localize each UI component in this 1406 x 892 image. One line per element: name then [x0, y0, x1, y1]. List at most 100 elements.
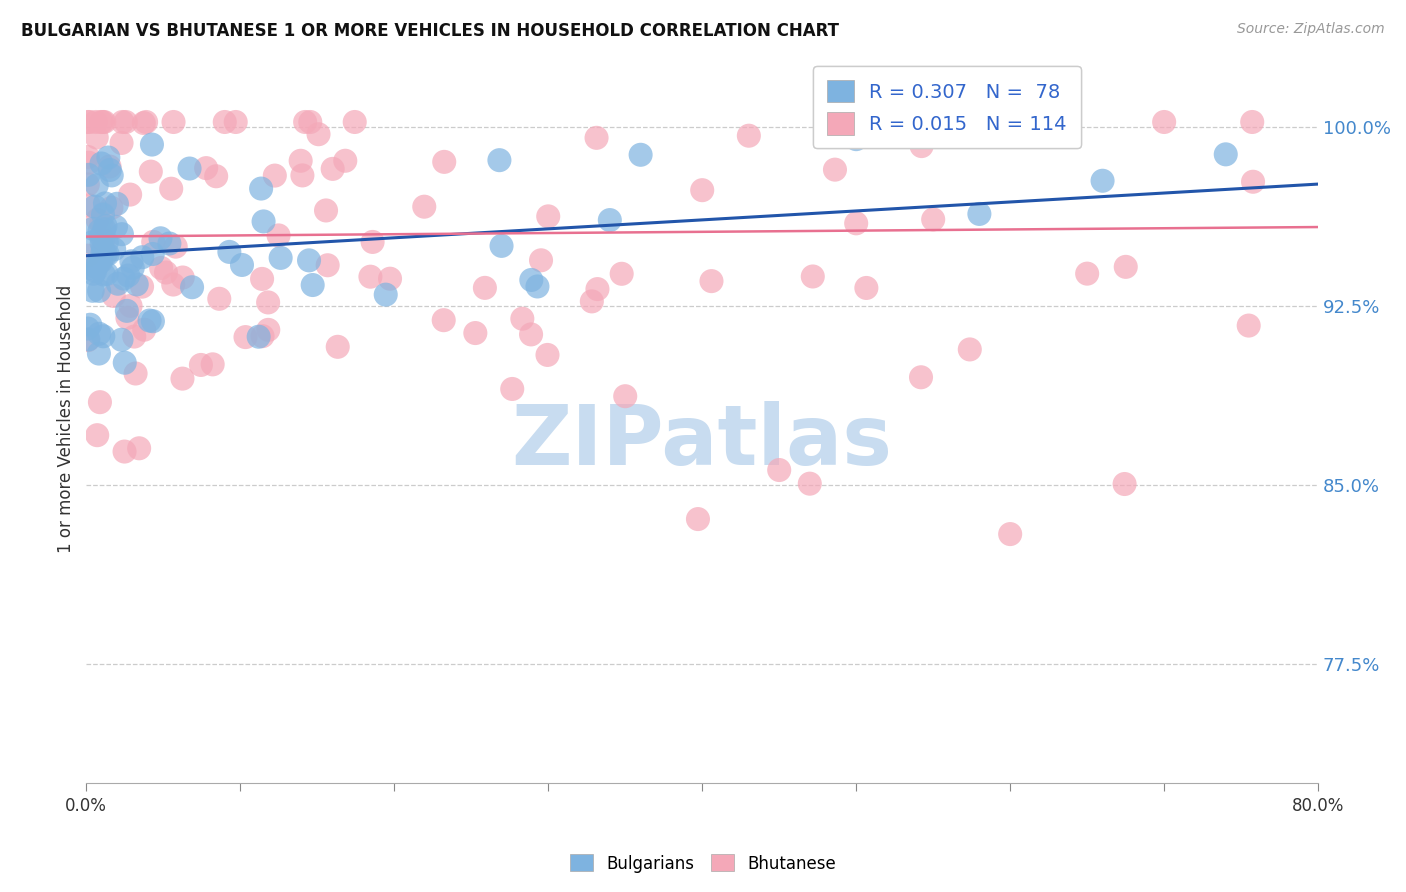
Point [738, 128, 761, 143]
Point [131, 279, 153, 293]
Point [630, 148, 652, 162]
Point [910, 139, 932, 153]
Point [910, 370, 932, 384]
Point [90, 216, 112, 230]
Point [97, 247, 120, 261]
Point [267, 228, 290, 243]
Point [599, 213, 621, 227]
Point [488, 153, 510, 168]
Point [162, 277, 184, 292]
Point [270, 251, 292, 265]
Point [845, 132, 868, 146]
Point [114, 444, 136, 458]
Point [1215, 147, 1237, 161]
Point [77, 155, 100, 169]
Point [257, 295, 280, 310]
Point [89, 224, 111, 238]
Point [1115, 260, 1137, 274]
Point [77, 261, 100, 276]
Point [825, 115, 848, 129]
Point [512, 311, 534, 326]
Point [93, 233, 115, 247]
Point [91, 242, 114, 256]
Point [799, 476, 821, 491]
Point [247, 329, 270, 343]
Point [86, 178, 108, 193]
Point [172, 371, 194, 385]
Point [132, 116, 155, 130]
Point [855, 281, 877, 295]
Point [157, 236, 180, 251]
Point [91, 329, 114, 343]
Point [474, 281, 496, 295]
Point [218, 244, 240, 259]
Point [614, 389, 637, 403]
Y-axis label: 1 or more Vehicles in Household: 1 or more Vehicles in Household [58, 285, 75, 553]
Point [378, 271, 401, 285]
Point [141, 137, 163, 152]
Point [91, 115, 114, 129]
Point [290, 153, 312, 168]
Point [165, 239, 187, 253]
Point [107, 277, 129, 291]
Point [110, 136, 132, 150]
Point [131, 250, 153, 264]
Point [433, 313, 456, 327]
Point [335, 153, 357, 168]
Point [76, 178, 98, 192]
Point [205, 169, 228, 184]
Point [464, 326, 486, 340]
Point [100, 169, 122, 183]
Point [201, 357, 224, 371]
Point [520, 273, 543, 287]
Point [231, 258, 253, 272]
Point [122, 329, 145, 343]
Point [326, 340, 349, 354]
Point [291, 169, 314, 183]
Point [520, 327, 543, 342]
Point [149, 231, 172, 245]
Point [86, 428, 108, 442]
Point [90, 156, 112, 170]
Point [76, 115, 98, 129]
Point [301, 278, 323, 293]
Point [150, 260, 173, 275]
Point [96, 267, 118, 281]
Point [114, 356, 136, 370]
Point [998, 527, 1021, 541]
Point [86, 212, 108, 227]
Point [690, 183, 713, 197]
Point [117, 268, 139, 283]
Point [308, 127, 330, 141]
Point [322, 161, 344, 176]
Point [125, 277, 148, 292]
Point [491, 239, 513, 253]
Point [87, 346, 110, 360]
Point [82, 222, 104, 236]
Point [929, 115, 952, 129]
Point [98, 160, 121, 174]
Point [1237, 318, 1260, 333]
Point [84, 260, 107, 274]
Point [1114, 477, 1136, 491]
Point [155, 266, 177, 280]
Point [82, 284, 104, 298]
Point [120, 187, 142, 202]
Point [98, 163, 121, 178]
Point [135, 115, 157, 129]
Point [257, 323, 280, 337]
Point [77, 332, 100, 346]
Point [252, 329, 274, 343]
Point [581, 294, 603, 309]
Point [361, 235, 384, 249]
Point [120, 299, 142, 313]
Point [235, 330, 257, 344]
Point [250, 181, 273, 195]
Point [801, 269, 824, 284]
Point [104, 219, 127, 234]
Point [86, 130, 108, 145]
Point [501, 382, 523, 396]
Point [959, 343, 981, 357]
Point [80, 235, 103, 250]
Point [94, 196, 117, 211]
